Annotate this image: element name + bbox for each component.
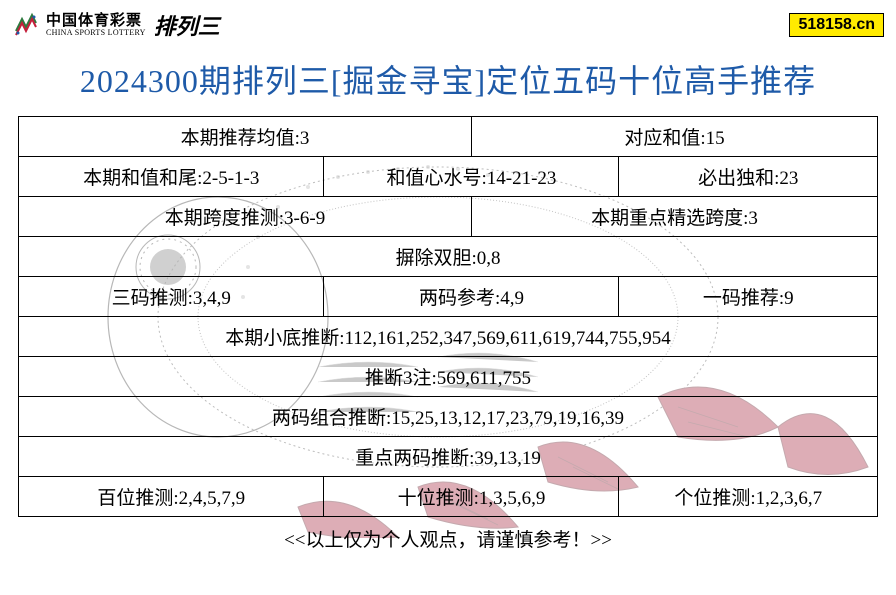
page-title: 2024300期排列三[掘金寻宝]定位五码十位高手推荐 xyxy=(0,46,896,116)
cell-avg: 本期推荐均值:3 xyxy=(19,117,472,157)
table-row: 本期和值和尾:2-5-1-3 和值心水号:14-21-23 必出独和:23 xyxy=(19,157,878,197)
logo-text: 中国体育彩票 CHINA SPORTS LOTTERY xyxy=(46,14,146,37)
cell-keytwo: 重点两码推断:39,13,19 xyxy=(19,437,878,477)
cell-sumtail: 本期和值和尾:2-5-1-3 xyxy=(19,157,324,197)
table-row: 重点两码推断:39,13,19 xyxy=(19,437,878,477)
cell-three: 三码推测:3,4,9 xyxy=(19,277,324,317)
cell-tens: 十位推测:1,3,5,6,9 xyxy=(324,477,619,517)
cell-ones: 个位推测:1,2,3,6,7 xyxy=(619,477,878,517)
cell-heartnum: 和值心水号:14-21-23 xyxy=(324,157,619,197)
table-row: 两码组合推断:15,25,13,12,17,23,79,19,16,39 xyxy=(19,397,878,437)
table-row: 百位推测:2,4,5,7,9 十位推测:1,3,5,6,9 个位推测:1,2,3… xyxy=(19,477,878,517)
cell-two: 两码参考:4,9 xyxy=(324,277,619,317)
cell-keyspan: 本期重点精选跨度:3 xyxy=(471,197,877,237)
footer-note: <<以上仅为个人观点，请谨慎参考！>> xyxy=(19,517,878,559)
cell-twocombo: 两码组合推断:15,25,13,12,17,23,79,19,16,39 xyxy=(19,397,878,437)
logo-block: 中国体育彩票 CHINA SPORTS LOTTERY 排列三 xyxy=(12,9,220,41)
table-row: 推断3注:569,611,755 xyxy=(19,357,878,397)
cell-smallbase: 本期小底推断:112,161,252,347,569,611,619,744,7… xyxy=(19,317,878,357)
table-row: 本期推荐均值:3 对应和值:15 xyxy=(19,117,878,157)
cell-exclude: 摒除双胆:0,8 xyxy=(19,237,878,277)
cell-hundreds: 百位推测:2,4,5,7,9 xyxy=(19,477,324,517)
footer-row: <<以上仅为个人观点，请谨慎参考！>> xyxy=(19,517,878,559)
cell-sum: 对应和值:15 xyxy=(471,117,877,157)
cell-infer3: 推断3注:569,611,755 xyxy=(19,357,878,397)
header: 中国体育彩票 CHINA SPORTS LOTTERY 排列三 518158.c… xyxy=(0,0,896,46)
cell-one: 一码推荐:9 xyxy=(619,277,878,317)
cell-mustsum: 必出独和:23 xyxy=(619,157,878,197)
table-row: 三码推测:3,4,9 两码参考:4,9 一码推荐:9 xyxy=(19,277,878,317)
logo-cn-text: 中国体育彩票 xyxy=(46,14,146,29)
table-container: 本期推荐均值:3 对应和值:15 本期和值和尾:2-5-1-3 和值心水号:14… xyxy=(18,116,878,558)
lottery-logo-icon xyxy=(12,11,40,39)
table-row: 摒除双胆:0,8 xyxy=(19,237,878,277)
prediction-table: 本期推荐均值:3 对应和值:15 本期和值和尾:2-5-1-3 和值心水号:14… xyxy=(18,116,878,558)
cell-span: 本期跨度推测:3-6-9 xyxy=(19,197,472,237)
table-row: 本期跨度推测:3-6-9 本期重点精选跨度:3 xyxy=(19,197,878,237)
logo-product-name: 排列三 xyxy=(154,9,220,41)
logo-en-text: CHINA SPORTS LOTTERY xyxy=(46,29,146,37)
table-row: 本期小底推断:112,161,252,347,569,611,619,744,7… xyxy=(19,317,878,357)
site-badge: 518158.cn xyxy=(789,13,884,37)
